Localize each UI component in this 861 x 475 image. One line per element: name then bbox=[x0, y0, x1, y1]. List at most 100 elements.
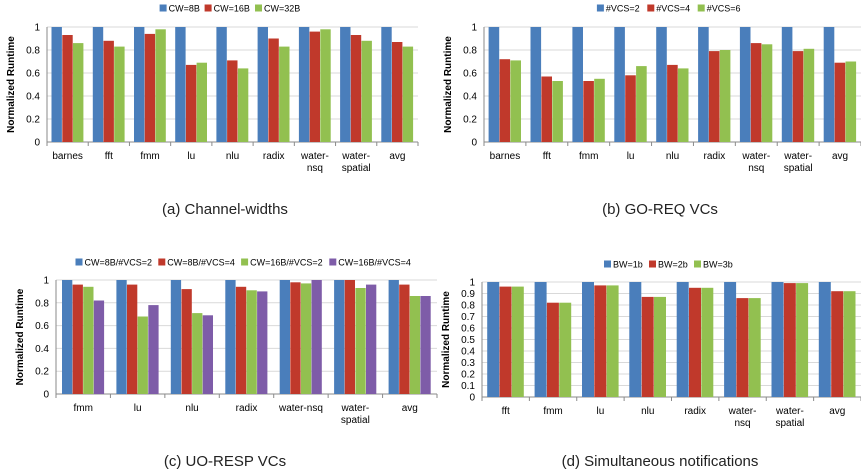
bar bbox=[235, 286, 247, 394]
bar bbox=[402, 46, 414, 142]
bar bbox=[62, 280, 73, 394]
bar bbox=[114, 46, 125, 142]
bar bbox=[831, 291, 844, 397]
legend-swatch bbox=[329, 258, 337, 266]
bar bbox=[237, 68, 249, 142]
bar bbox=[62, 35, 73, 142]
bar bbox=[552, 81, 563, 142]
x-tick-label: spatial bbox=[784, 163, 813, 174]
x-tick-label: lu bbox=[187, 151, 195, 162]
x-tick-label: radix bbox=[236, 403, 258, 414]
bar bbox=[689, 287, 701, 398]
bar bbox=[559, 302, 572, 397]
bar bbox=[511, 286, 524, 397]
bar bbox=[834, 62, 846, 143]
bar bbox=[656, 27, 667, 142]
legend-label: CW=16B bbox=[214, 4, 250, 14]
y-tick-label: 0.7 bbox=[461, 312, 475, 323]
bar bbox=[399, 284, 410, 394]
y-tick-label: 0.4 bbox=[463, 92, 477, 103]
x-tick-label: water- bbox=[728, 406, 757, 417]
bar bbox=[510, 60, 521, 142]
bar bbox=[499, 286, 512, 397]
bar bbox=[724, 282, 737, 397]
x-tick-label: nlu bbox=[666, 151, 679, 162]
bar bbox=[748, 298, 761, 397]
bar bbox=[572, 27, 583, 142]
bar bbox=[530, 27, 542, 142]
bar bbox=[719, 50, 731, 142]
bar bbox=[227, 60, 238, 142]
bar bbox=[192, 313, 203, 394]
y-tick-label: 1 bbox=[471, 23, 477, 34]
legend-label: CW=8B bbox=[169, 4, 200, 14]
x-tick-label: nlu bbox=[185, 403, 198, 414]
bar bbox=[803, 48, 815, 142]
legend-swatch bbox=[75, 258, 83, 266]
bar bbox=[420, 296, 431, 394]
y-tick-label: 0 bbox=[34, 138, 40, 149]
bar bbox=[614, 27, 625, 142]
legend-label: BW=1b bbox=[613, 260, 643, 270]
x-tick-label: water- bbox=[783, 151, 812, 162]
y-tick-label: 0.6 bbox=[463, 69, 477, 80]
x-tick-label: fmm bbox=[543, 406, 562, 417]
y-tick-label: 0.2 bbox=[463, 115, 477, 126]
y-tick-label: 0.6 bbox=[35, 321, 49, 332]
y-tick-label: 0.6 bbox=[461, 324, 475, 335]
bar bbox=[279, 46, 290, 142]
bar bbox=[534, 282, 547, 397]
x-tick-label: fft bbox=[502, 406, 510, 417]
bar bbox=[606, 285, 619, 397]
x-tick-label: avg bbox=[389, 151, 405, 162]
y-tick-label: 0.4 bbox=[26, 92, 40, 103]
bar bbox=[667, 64, 678, 142]
x-tick-label: spatial bbox=[342, 163, 371, 174]
bar bbox=[148, 305, 159, 394]
bar bbox=[641, 296, 654, 397]
bar bbox=[72, 284, 83, 394]
bar bbox=[392, 42, 403, 142]
legend-swatch bbox=[255, 4, 262, 12]
legend-swatch bbox=[158, 258, 166, 266]
bar bbox=[51, 27, 62, 142]
x-tick-label: lu bbox=[597, 406, 605, 417]
chart-panel-4: 00.10.20.30.40.50.60.70.80.91 Normalized … bbox=[441, 260, 861, 470]
legend-label: CW=8B/#VCS=2 bbox=[85, 258, 153, 268]
legend-label: CW=8B/#VCS=4 bbox=[167, 258, 235, 268]
bar bbox=[736, 298, 749, 397]
legend-swatch bbox=[596, 4, 604, 12]
bar bbox=[309, 31, 320, 143]
bar bbox=[583, 81, 594, 142]
legend-swatch bbox=[604, 260, 611, 268]
bar bbox=[300, 283, 312, 394]
bar bbox=[546, 302, 559, 397]
bar bbox=[311, 280, 322, 394]
subfigure-caption: (d) Simultaneous notifications bbox=[562, 453, 759, 470]
bar bbox=[170, 280, 182, 394]
bar bbox=[625, 75, 636, 142]
bar bbox=[818, 282, 831, 397]
bar bbox=[796, 283, 809, 397]
bar bbox=[541, 76, 552, 142]
x-tick-label: water- bbox=[341, 151, 370, 162]
bar bbox=[636, 66, 647, 142]
legend-label: #VCS=6 bbox=[707, 4, 741, 14]
bar bbox=[340, 27, 351, 142]
x-tick-label: barnes bbox=[490, 151, 521, 162]
y-tick-label: 0.8 bbox=[35, 298, 49, 309]
bar bbox=[350, 35, 362, 142]
bar bbox=[361, 40, 372, 142]
legend-swatch bbox=[159, 4, 167, 12]
bar bbox=[355, 288, 366, 394]
bar bbox=[127, 284, 138, 394]
y-tick-label: 1 bbox=[43, 276, 49, 287]
bar bbox=[783, 283, 796, 397]
bar bbox=[185, 64, 197, 142]
bar bbox=[116, 280, 127, 394]
bar bbox=[381, 27, 392, 142]
bar bbox=[144, 33, 156, 142]
bar bbox=[488, 27, 500, 142]
x-tick-label: radix bbox=[263, 151, 285, 162]
bar bbox=[268, 38, 279, 142]
